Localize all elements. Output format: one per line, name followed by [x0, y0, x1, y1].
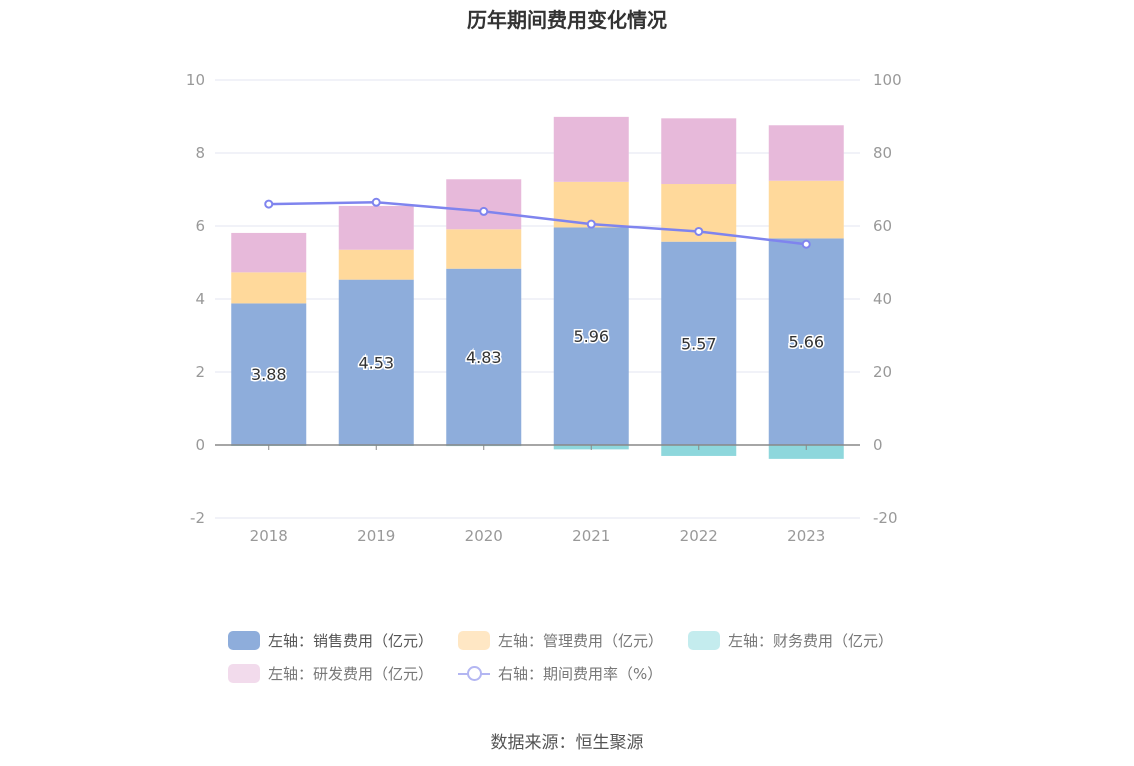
bar-sales-data-label: 4.83: [466, 348, 502, 367]
bar-sales: [446, 268, 522, 445]
left-axis-tick-label: -2: [190, 509, 205, 527]
legend-label-expense-ratio: 右轴：期间费用率（%）: [498, 665, 663, 683]
legend-item-sales[interactable]: 左轴：销售费用（亿元）: [228, 630, 433, 651]
legend-swatch-finance: [688, 631, 720, 650]
chart-title: 历年期间费用变化情况: [467, 8, 667, 32]
bar-rd: [553, 116, 629, 182]
legend-item-admin[interactable]: 左轴：管理费用（亿元）: [458, 630, 663, 651]
right-axis-tick-label: 40: [873, 290, 892, 308]
left-axis-tick-label: 2: [195, 363, 205, 381]
bar-rd: [338, 205, 414, 250]
x-axis-tick-label: 2019: [357, 527, 395, 545]
bar-sales-data-label: 5.96: [573, 327, 609, 346]
right-axis-tick-label: 20: [873, 363, 892, 381]
bar-sales-data-label: 4.53: [358, 353, 394, 372]
legend-item-expense-ratio[interactable]: 右轴：期间费用率（%）: [458, 663, 662, 684]
line-expense-ratio-point: [371, 197, 381, 207]
bar-sales: [768, 238, 844, 445]
line-expense-ratio-point: [801, 239, 811, 249]
x-axis-tick-label: 2022: [680, 527, 718, 545]
legend-item-finance[interactable]: 左轴：财务费用（亿元）: [688, 630, 893, 651]
x-axis-tick-label: 2020: [465, 527, 503, 545]
bar-admin: [768, 180, 844, 239]
bar-rd: [768, 125, 844, 181]
bar-sales: [231, 303, 307, 445]
legend-item-rd[interactable]: 左轴：研发费用（亿元）: [228, 663, 433, 684]
bar-sales-data-label: 3.88: [251, 365, 287, 384]
x-axis-tick-label: 2023: [787, 527, 825, 545]
line-expense-ratio-point: [479, 206, 489, 216]
left-axis-tick-label: 10: [186, 71, 205, 89]
left-axis-tick-label: 0: [195, 436, 205, 454]
legend-label-admin: 左轴：管理费用（亿元）: [498, 632, 664, 650]
left-axis-tick-label: 8: [195, 144, 205, 162]
right-axis-tick-label: 80: [873, 144, 892, 162]
legend-label-sales: 左轴：销售费用（亿元）: [268, 632, 434, 650]
bar-admin: [446, 229, 522, 269]
line-expense-ratio-point: [586, 219, 596, 229]
bar-finance: [661, 445, 737, 456]
right-axis-tick-label: 100: [873, 71, 902, 89]
line-expense-ratio-point: [264, 199, 274, 209]
x-axis-tick-label: 2018: [250, 527, 288, 545]
bar-sales: [338, 279, 414, 445]
bar-sales: [661, 241, 737, 445]
x-axis-tick-label: 2021: [572, 527, 610, 545]
data-source-note: 数据来源：恒生聚源: [490, 733, 644, 753]
right-axis-tick-label: -20: [873, 509, 898, 527]
line-expense-ratio-point: [694, 226, 704, 236]
right-axis-tick-label: 60: [873, 217, 892, 235]
bar-sales-data-label: 5.66: [788, 333, 824, 352]
legend-label-rd: 左轴：研发费用（亿元）: [268, 665, 434, 683]
bar-admin: [338, 249, 414, 280]
bar-sales-data-label: 5.57: [681, 334, 717, 353]
left-axis-tick-label: 6: [195, 217, 205, 235]
right-axis-tick-label: 0: [873, 436, 883, 454]
bar-admin: [231, 272, 307, 304]
bar-rd: [661, 118, 737, 185]
line-expense-ratio: [268, 201, 807, 246]
legend-swatch-rd: [228, 664, 260, 683]
bar-finance: [768, 445, 844, 459]
bar-sales: [553, 227, 629, 445]
left-axis-tick-label: 4: [195, 290, 205, 308]
bar-rd: [446, 179, 522, 230]
legend-swatch-admin: [458, 631, 490, 650]
legend-label-finance: 左轴：财务费用（亿元）: [728, 632, 894, 650]
bar-rd: [231, 232, 307, 273]
legend-swatch-sales: [228, 631, 260, 650]
legend-line-expense-ratio: [458, 664, 490, 683]
